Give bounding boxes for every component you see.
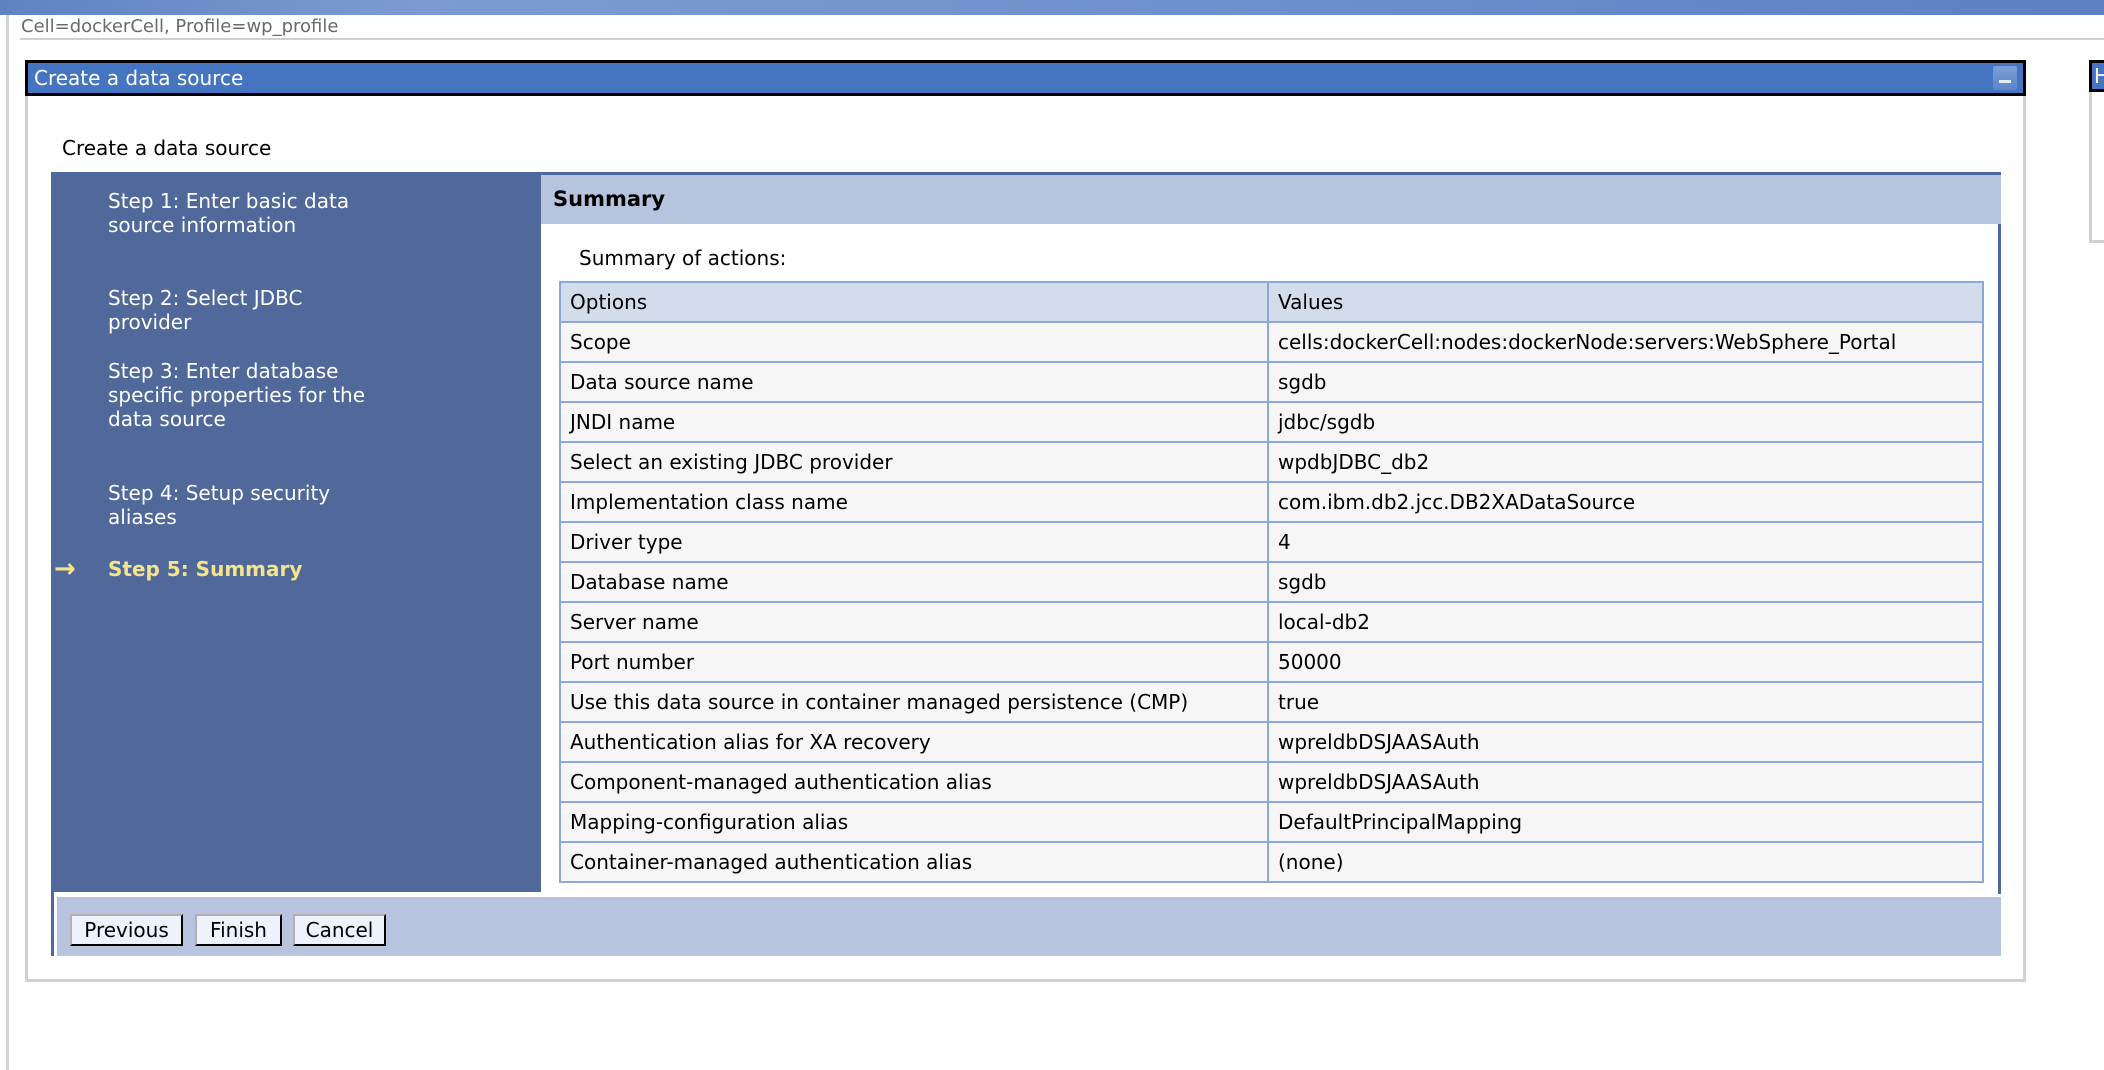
cell-value: cells:dockerCell:nodes:dockerNode:server… — [1267, 321, 1984, 363]
browser-top-bar — [0, 0, 2104, 15]
cell-value: wpreldbDSJAASAuth — [1267, 721, 1984, 763]
wizard-footer: Previous Finish Cancel — [54, 894, 2001, 956]
cell-value: 4 — [1267, 521, 1984, 563]
cell-option: Select an existing JDBC provider — [559, 441, 1269, 483]
right-panel-title: H — [2089, 60, 2104, 92]
create-data-source-panel — [25, 60, 2026, 982]
step-4: Step 4: Setup security aliases — [108, 481, 331, 529]
table-row: Component-managed authentication alias wp… — [559, 761, 1984, 803]
column-header-values: Values — [1267, 281, 1984, 323]
wizard: Step 1: Enter basic data source informat… — [51, 172, 2001, 956]
cell-value: wpreldbDSJAASAuth — [1267, 761, 1984, 803]
table-row: Port number 50000 — [559, 641, 1984, 683]
wizard-steps-nav: Step 1: Enter basic data source informat… — [54, 175, 541, 892]
cell-value: (none) — [1267, 841, 1984, 883]
step-1: Step 1: Enter basic data source informat… — [108, 189, 350, 237]
context-breadcrumb: Cell=dockerCell, Profile=wp_profile — [21, 16, 339, 37]
cell-option: Container-managed authentication alias — [559, 841, 1269, 883]
previous-button[interactable]: Previous — [70, 914, 183, 946]
cell-option: Server name — [559, 601, 1269, 643]
cell-option: Driver type — [559, 521, 1269, 563]
minimize-icon[interactable] — [1993, 66, 2017, 90]
cell-value: wpdbJDBC_db2 — [1267, 441, 1984, 483]
summary-intro: Summary of actions: — [579, 246, 787, 270]
panel-title-bar: Create a data source — [25, 60, 2026, 96]
cell-value: DefaultPrincipalMapping — [1267, 801, 1984, 843]
left-border — [6, 15, 9, 1070]
page-subtitle: Create a data source — [62, 136, 272, 160]
finish-button[interactable]: Finish — [195, 914, 282, 946]
cell-value: sgdb — [1267, 361, 1984, 403]
cell-option: Data source name — [559, 361, 1269, 403]
cell-value: 50000 — [1267, 641, 1984, 683]
cell-option: Scope — [559, 321, 1269, 363]
cell-option: JNDI name — [559, 401, 1269, 443]
column-header-options: Options — [559, 281, 1269, 323]
table-row: Authentication alias for XA recovery wpre… — [559, 721, 1984, 763]
table-row: Use this data source in container manage… — [559, 681, 1984, 723]
cell-value: sgdb — [1267, 561, 1984, 603]
cell-option: Implementation class name — [559, 481, 1269, 523]
step-5-current: Step 5: Summary — [108, 557, 303, 581]
panel-title: Create a data source — [34, 66, 244, 90]
divider — [20, 38, 2104, 40]
step-2: Step 2: Select JDBC provider — [108, 286, 303, 334]
cell-value: local-db2 — [1267, 601, 1984, 643]
step-3: Step 3: Enter database specific properti… — [108, 359, 366, 431]
table-row: JNDI name jdbc/sgdb — [559, 401, 1984, 443]
table-row: Server name local-db2 — [559, 601, 1984, 643]
cell-option: Database name — [559, 561, 1269, 603]
cell-option: Component-managed authentication alias — [559, 761, 1269, 803]
cell-value: com.ibm.db2.jcc.DB2XADataSource — [1267, 481, 1984, 523]
table-row: Select an existing JDBC provider wpdbJDBC… — [559, 441, 1984, 483]
cell-value: jdbc/sgdb — [1267, 401, 1984, 443]
right-panel — [2089, 60, 2104, 243]
cancel-button[interactable]: Cancel — [293, 914, 386, 946]
table-row: Implementation class name com.ibm.db2.jcc… — [559, 481, 1984, 523]
table-row: Driver type 4 — [559, 521, 1984, 563]
cell-option: Authentication alias for XA recovery — [559, 721, 1269, 763]
current-step-arrow-icon: → — [54, 554, 76, 584]
cell-value: true — [1267, 681, 1984, 723]
summary-table: Options Values Scope cells:dockerCell:nod… — [559, 281, 1984, 883]
cell-option: Use this data source in container manage… — [559, 681, 1269, 723]
cell-option: Port number — [559, 641, 1269, 683]
table-row: Mapping-configuration alias DefaultPrinci… — [559, 801, 1984, 843]
table-row: Container-managed authentication alias (n… — [559, 841, 1984, 883]
table-row: Data source name sgdb — [559, 361, 1984, 403]
summary-header: Summary — [541, 175, 2001, 224]
table-row: Scope cells:dockerCell:nodes:dockerNode:s… — [559, 321, 1984, 363]
table-row: Database name sgdb — [559, 561, 1984, 603]
cell-option: Mapping-configuration alias — [559, 801, 1269, 843]
